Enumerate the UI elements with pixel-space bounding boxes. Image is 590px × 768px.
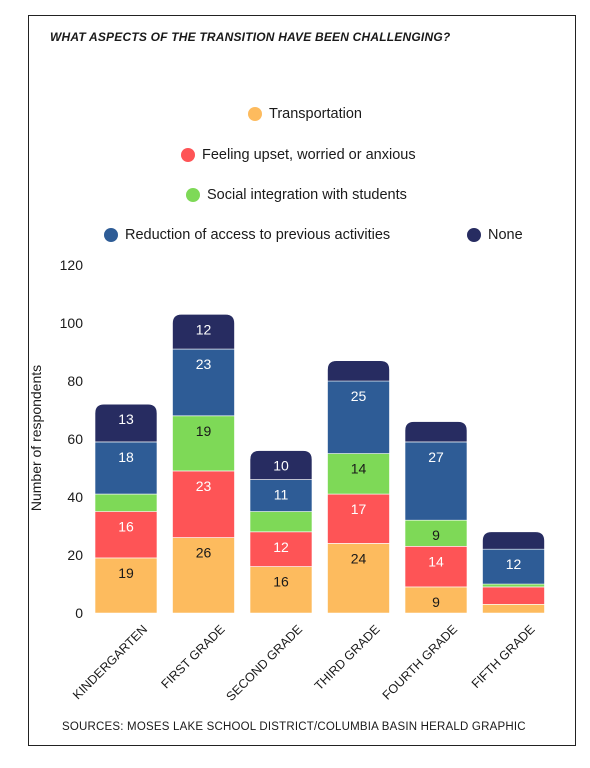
data-label: 12 [196,321,212,337]
y-tick-label: 0 [75,605,83,621]
legend-label: Reduction of access to previous activiti… [125,227,391,243]
data-label: 16 [118,519,134,535]
data-label: 12 [273,539,289,555]
x-tick-label: KINDERGARTEN [70,622,150,702]
legend-item-feeling-upset: Feeling upset, worried or anxious [181,147,416,163]
legend-swatch-icon [104,228,118,242]
data-label: 26 [196,545,212,561]
bar-segment [482,531,545,550]
x-tick-label: SECOND GRADE [224,622,306,704]
data-label: 19 [196,423,212,439]
legend-item-reduction-of-access: Reduction of access to previous activiti… [104,227,390,243]
legend-swatch-icon [248,107,262,121]
data-label: 18 [118,449,134,465]
data-label: 9 [432,594,440,610]
y-tick-label: 120 [60,257,84,273]
bar-segment [482,604,545,614]
data-label: 24 [351,550,367,566]
legend-item-none: None [467,227,523,243]
bar-segment [327,360,390,382]
data-label: 9 [432,527,440,543]
bar-segment [249,511,313,533]
x-tick-label: THIRD GRADE [312,622,383,693]
chart-title: WHAT ASPECTS OF THE TRANSITION HAVE BEEN… [50,30,451,44]
legend-swatch-icon [186,188,200,202]
x-tick-label: FIRST GRADE [158,622,227,691]
data-label: 13 [118,411,134,427]
bar-segment [482,583,545,588]
bar-segment [249,450,313,480]
bar-segment [94,493,158,512]
data-label: 12 [506,556,522,572]
y-tick-label: 60 [67,431,83,447]
legend-label: Social integration with students [207,187,407,203]
y-tick-label: 80 [67,373,83,389]
y-tick-label: 40 [67,489,83,505]
data-label: 19 [118,565,134,581]
legend-label: Feeling upset, worried or anxious [202,147,416,163]
data-label: 23 [196,478,212,494]
bar-segment [482,586,545,605]
y-tick-label: 20 [67,547,83,563]
source-note: SOURCES: MOSES LAKE SCHOOL DISTRICT/COLU… [62,721,526,733]
data-label: 14 [428,553,444,569]
data-label: 10 [273,458,289,474]
data-label: 23 [196,356,212,372]
legend-swatch-icon [181,148,195,162]
legend-item-social-integration: Social integration with students [186,187,407,203]
data-label: 14 [351,461,367,477]
x-tick-label: FIFTH GRADE [469,622,538,691]
bar-segment [404,421,468,443]
legend-label: Transportation [269,106,362,122]
data-label: 16 [273,574,289,590]
data-label: 17 [351,501,367,517]
legend-label: None [488,227,523,243]
data-label: 11 [274,487,289,503]
x-tick-label: FOURTH GRADE [380,622,460,702]
y-tick-label: 100 [60,315,84,331]
legend-item-transportation: Transportation [248,106,362,122]
chart-frame [28,15,576,746]
data-label: 27 [428,449,444,465]
legend-swatch-icon [467,228,481,242]
bar-segment [172,314,235,350]
data-label: 25 [351,388,367,404]
bar-segment [94,403,158,443]
